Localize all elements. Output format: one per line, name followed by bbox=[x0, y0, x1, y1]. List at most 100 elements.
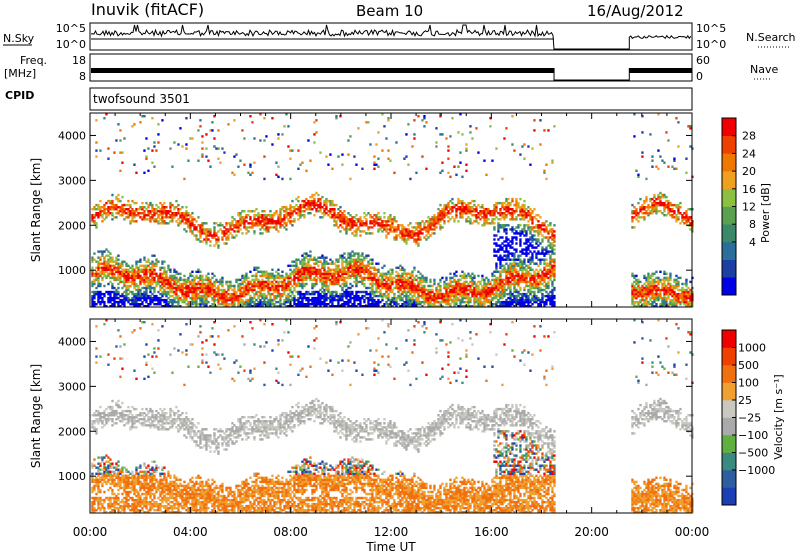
heatmap-cell bbox=[413, 226, 416, 229]
heatmap-cell bbox=[257, 286, 260, 290]
heatmap-cell bbox=[191, 270, 194, 274]
heatmap-cell bbox=[171, 218, 174, 221]
heatmap-cell bbox=[355, 258, 358, 261]
heatmap-cell bbox=[377, 262, 380, 265]
heatmap-cell bbox=[519, 288, 522, 292]
heatmap-cell bbox=[275, 220, 278, 223]
heatmap-cell bbox=[403, 286, 406, 290]
heatmap-cell bbox=[103, 270, 106, 274]
heatmap-cell bbox=[255, 290, 258, 294]
heatmap-cell bbox=[365, 218, 368, 221]
heatmap-cell bbox=[219, 228, 222, 231]
heatmap-cell bbox=[185, 286, 188, 290]
heatmap-cell bbox=[407, 303, 410, 306]
heatmap-cell bbox=[369, 270, 372, 274]
heatmap-cell bbox=[359, 280, 362, 284]
heatmap-cell bbox=[195, 292, 198, 296]
heatmap-cell bbox=[385, 300, 388, 304]
heatmap-cell bbox=[389, 276, 392, 280]
heatmap-cell bbox=[529, 226, 532, 229]
heatmap-cell bbox=[511, 298, 514, 302]
heatmap-cell bbox=[435, 290, 438, 294]
frequency-band-1 bbox=[91, 68, 555, 73]
heatmap-cell bbox=[353, 305, 356, 308]
heatmap-cell bbox=[155, 280, 158, 284]
heatmap-cell bbox=[241, 282, 244, 286]
heatmap-cell bbox=[489, 303, 492, 306]
heatmap-cell bbox=[113, 260, 116, 263]
heatmap-cell bbox=[153, 298, 156, 302]
heatmap-cell bbox=[315, 272, 318, 276]
heatmap-cell bbox=[251, 226, 254, 229]
heatmap-cell bbox=[405, 238, 408, 241]
heatmap-cell bbox=[463, 280, 466, 284]
heatmap-cell bbox=[475, 206, 478, 209]
heatmap-cell bbox=[257, 294, 260, 298]
heatmap-cell bbox=[411, 282, 414, 286]
heatmap-cell bbox=[297, 270, 300, 274]
heatmap-cell bbox=[117, 254, 120, 257]
heatmap-cell bbox=[185, 284, 188, 288]
heatmap-cell bbox=[191, 284, 194, 288]
heatmap-cell bbox=[131, 270, 134, 274]
heatmap-cell bbox=[423, 288, 426, 292]
heatmap-cell bbox=[299, 272, 302, 276]
heatmap-cell bbox=[197, 294, 200, 298]
heatmap-cell bbox=[309, 206, 312, 209]
heatmap-cell bbox=[279, 292, 282, 296]
heatmap-cell bbox=[199, 226, 202, 229]
heatmap-cell bbox=[139, 216, 142, 219]
heatmap-cell bbox=[457, 284, 460, 288]
heatmap-cell bbox=[467, 305, 470, 308]
heatmap-cell bbox=[287, 125, 290, 128]
heatmap-cell bbox=[505, 246, 508, 249]
heatmap-cell bbox=[519, 218, 522, 221]
heatmap-cell bbox=[303, 276, 306, 280]
heatmap-cell bbox=[421, 300, 424, 304]
heatmap-cell bbox=[299, 268, 302, 272]
heatmap-cell bbox=[345, 220, 348, 223]
heatmap-cell bbox=[171, 286, 174, 290]
heatmap-cell bbox=[327, 290, 330, 294]
heatmap-cell bbox=[459, 282, 462, 286]
heatmap-cell bbox=[321, 272, 324, 276]
heatmap-cell bbox=[171, 214, 174, 217]
heatmap-cell bbox=[459, 288, 462, 292]
heatmap-cell bbox=[207, 294, 210, 298]
heatmap-cell bbox=[97, 268, 100, 272]
heatmap-cell bbox=[445, 298, 448, 302]
heatmap-cell bbox=[121, 292, 124, 296]
heatmap-cell bbox=[441, 214, 444, 217]
heatmap-cell bbox=[515, 248, 518, 251]
heatmap-cell bbox=[259, 303, 262, 306]
heatmap-cell bbox=[103, 210, 106, 213]
heatmap-cell bbox=[423, 117, 426, 120]
heatmap-cell bbox=[495, 290, 498, 294]
heatmap-cell bbox=[133, 268, 136, 272]
heatmap-cell bbox=[155, 298, 158, 302]
heatmap-cell bbox=[301, 214, 304, 217]
heatmap-cell bbox=[199, 296, 202, 300]
heatmap-cell bbox=[229, 294, 232, 298]
freq-panel-frame bbox=[89, 53, 693, 82]
heatmap-cell bbox=[507, 208, 510, 211]
heatmap-cell bbox=[419, 228, 422, 231]
heatmap-cell bbox=[473, 290, 476, 294]
heatmap-cell bbox=[329, 210, 332, 213]
heatmap-cell bbox=[503, 278, 506, 282]
heatmap-cell bbox=[307, 290, 310, 294]
heatmap-cell bbox=[515, 272, 518, 276]
heatmap-cell bbox=[157, 290, 160, 294]
heatmap-cell bbox=[337, 260, 340, 263]
heatmap-cell bbox=[479, 280, 482, 284]
heatmap-cell bbox=[279, 298, 282, 302]
heatmap-cell bbox=[491, 272, 494, 276]
heatmap-cell bbox=[319, 305, 322, 308]
heatmap-cell bbox=[181, 298, 184, 302]
heatmap-cell bbox=[295, 276, 298, 280]
heatmap-cell bbox=[347, 286, 350, 290]
heatmap-cell bbox=[317, 199, 320, 203]
heatmap-cell bbox=[405, 155, 408, 158]
heatmap-cell bbox=[321, 280, 324, 284]
heatmap-cell bbox=[143, 206, 146, 209]
